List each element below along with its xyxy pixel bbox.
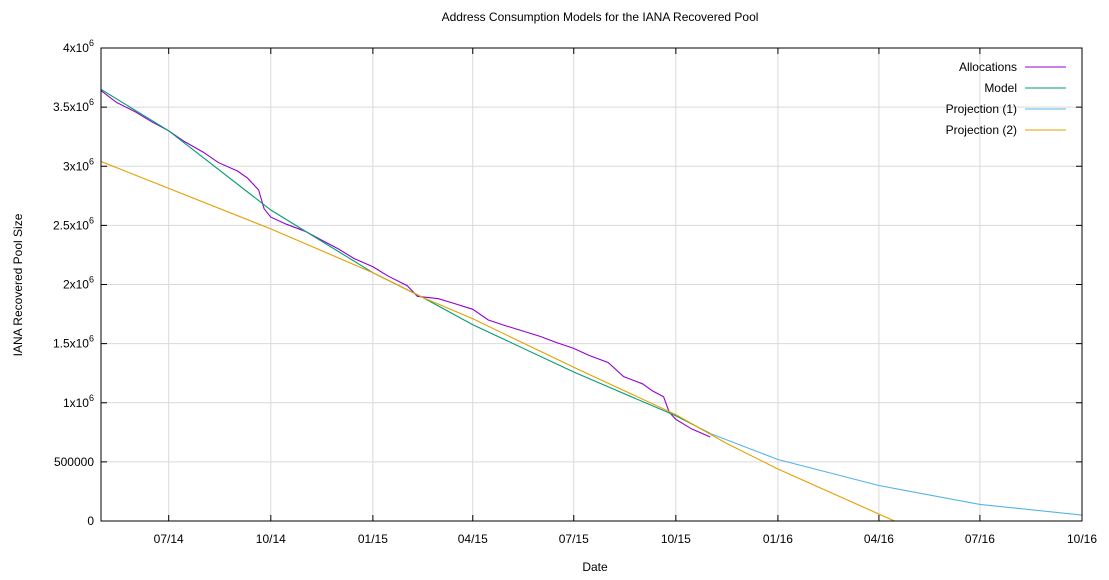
- series-line-projection-2: [101, 160, 895, 521]
- legend-label: Allocations: [959, 60, 1017, 74]
- legend-label: Projection (2): [946, 123, 1017, 137]
- series-line-projection-1: [710, 432, 1082, 516]
- x-tick-label: 10/14: [256, 532, 286, 546]
- series-line-model: [101, 88, 711, 434]
- y-tick-label: 2x106: [63, 275, 94, 292]
- y-tick-label: 4x106: [63, 38, 94, 55]
- x-tick-label: 10/15: [661, 532, 691, 546]
- series-layer: [101, 88, 1082, 521]
- y-tick-label: 3.5x106: [53, 97, 94, 114]
- x-tick-label: 01/16: [763, 532, 793, 546]
- ticks: 07/14 10/14 01/15 04/15 07/15 10/15 01/16 04/16…: [53, 38, 1097, 546]
- x-axis-title: Date: [582, 560, 608, 574]
- chart-title: Address Consumption Models for the IANA …: [442, 10, 759, 24]
- y-tick-label: 2.5x106: [53, 215, 94, 232]
- y-tick-label: 3x106: [63, 156, 94, 173]
- x-tick-label: 07/16: [965, 532, 995, 546]
- x-tick-label: 07/14: [154, 532, 184, 546]
- x-tick-label: 07/15: [559, 532, 589, 546]
- legend-label: Model: [984, 81, 1017, 95]
- y-tick-label: 1x106: [63, 393, 94, 410]
- x-tick-label: 04/15: [458, 532, 488, 546]
- legend-label: Projection (1): [946, 102, 1017, 116]
- grid: [101, 48, 1083, 521]
- y-tick-label: 500000: [54, 455, 94, 469]
- series-line-allocations: [101, 90, 711, 438]
- y-axis-title: IANA Recovered Pool Size: [11, 213, 25, 356]
- y-tick-label: 0: [87, 514, 94, 528]
- x-tick-label: 01/15: [358, 532, 388, 546]
- x-tick-label: 04/16: [864, 532, 894, 546]
- legend: Allocations Model Projection (1) Projection…: [946, 60, 1066, 137]
- y-tick-label: 1.5x106: [53, 334, 94, 351]
- x-tick-label: 10/16: [1067, 532, 1097, 546]
